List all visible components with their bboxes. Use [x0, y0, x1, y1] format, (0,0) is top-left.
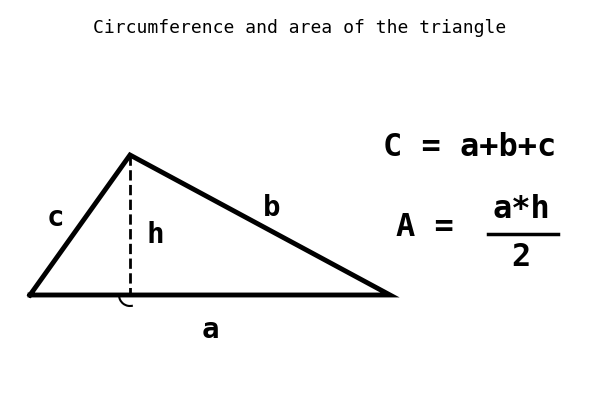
Text: 2: 2 [511, 242, 530, 274]
Text: h: h [146, 221, 164, 249]
Text: C = a+b+c: C = a+b+c [383, 132, 557, 164]
Text: c: c [46, 204, 64, 232]
Text: a: a [201, 316, 219, 344]
Text: a*h: a*h [492, 194, 550, 226]
Text: Circumference and area of the triangle: Circumference and area of the triangle [94, 19, 506, 37]
Text: b: b [263, 194, 281, 222]
Text: A =: A = [396, 212, 454, 244]
